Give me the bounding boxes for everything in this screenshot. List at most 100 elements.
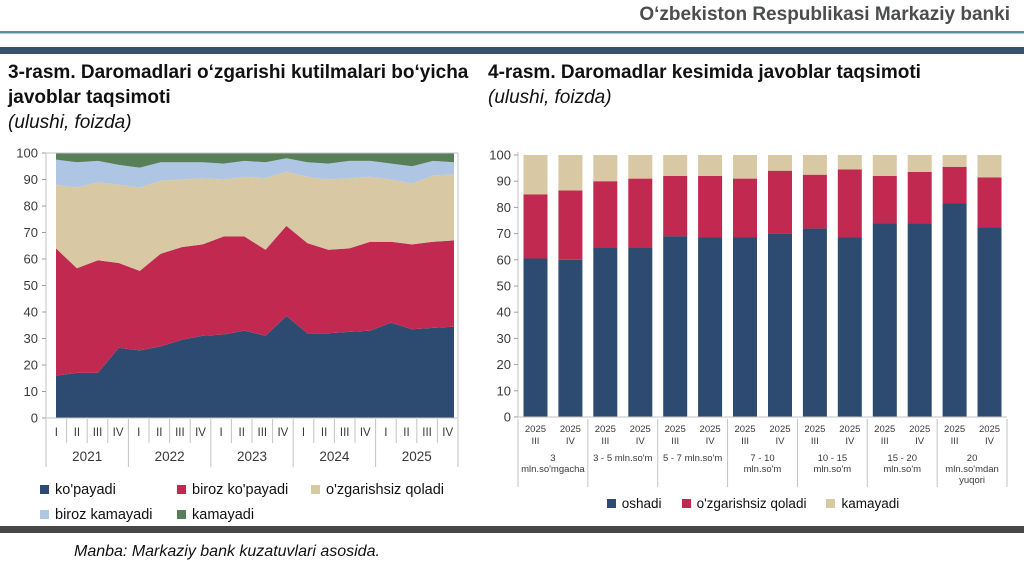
y-tick-label: 30 (497, 331, 511, 346)
left-figure-subtitle: (ulushi, foizda) (8, 112, 132, 133)
bar-segment-oshadi (768, 233, 792, 417)
source-note: Manba: Markaziy bank kuzatuvlari asosida… (74, 543, 380, 560)
bar-tick-label: 2025 (734, 424, 755, 435)
group-label: 15 - 20 (887, 453, 917, 464)
y-tick-label: 50 (497, 279, 511, 294)
bar-segment-o-zgarishsiz-qoladi (977, 177, 1002, 228)
legend-label: biroz ko'payadi (192, 481, 289, 498)
bar-tick-label: III (881, 436, 889, 447)
quarter-label: III (422, 427, 432, 439)
header-navy-rule (0, 47, 1024, 54)
bar-segment-kamayadi (977, 155, 1002, 178)
legend-item: o'zgarishsiz qoladi (311, 482, 444, 498)
bar-segment-oshadi (942, 203, 967, 417)
quarter-label: I (137, 427, 140, 439)
group-label: mln.so'm (813, 464, 851, 475)
quarter-label: II (74, 427, 80, 439)
y-tick-label: 90 (24, 172, 38, 187)
y-tick-label: 80 (497, 200, 511, 215)
left-chart-legend: ko'payadi biroz ko'payadi o'zgarishsiz qol… (40, 477, 480, 527)
left-figure-title: 3-rasm. Daromadlari oʻzgarishi kutilmala… (8, 60, 478, 135)
quarter-label: III (175, 427, 185, 439)
right-figure-subtitle: (ulushi, foizda) (488, 87, 612, 108)
y-tick-label: 60 (24, 252, 38, 267)
legend-item: kamayadi (177, 507, 254, 523)
bar-tick-label: IV (915, 436, 925, 447)
quarter-label: IV (195, 427, 206, 439)
bar-tick-label: III (601, 436, 609, 447)
bar-tick-label: IV (775, 436, 785, 447)
area-series-ko-payadi (56, 316, 454, 418)
legend-item: ko'payadi (40, 482, 177, 498)
bar-segment-o-zgarishsiz-qoladi (698, 176, 723, 238)
y-tick-label: 10 (24, 384, 38, 399)
left-figure-title-text: 3-rasm. Daromadlari oʻzgarishi kutilmala… (8, 62, 469, 108)
bar-tick-label: III (741, 436, 749, 447)
bar-segment-o-zgarishsiz-qoladi (768, 170, 792, 234)
bar-tick-label: IV (845, 436, 855, 447)
year-label: 2023 (237, 449, 267, 464)
bar-segment-o-zgarishsiz-qoladi (802, 174, 827, 229)
quarter-label: I (55, 427, 58, 439)
legend-swatch-icon (826, 499, 836, 508)
year-label: 2024 (319, 449, 350, 464)
quarter-label: IV (442, 427, 453, 439)
quarter-label: II (156, 427, 162, 439)
area-series-biroz-ko-payadi (56, 225, 454, 376)
bar-segment-kamayadi (733, 155, 757, 179)
y-tick-label: 40 (24, 305, 38, 320)
bar-segment-kamayadi (593, 155, 618, 182)
group-label: 3 - 5 mln.so'm (593, 453, 652, 464)
y-tick-label: 100 (16, 146, 38, 161)
bar-segment-o-zgarishsiz-qoladi (907, 172, 932, 224)
bar-segment-oshadi (558, 259, 583, 417)
y-tick-label: 0 (504, 410, 511, 425)
bar-tick-label: 2025 (839, 424, 860, 435)
area-series-biroz-kamayadi (56, 158, 454, 188)
legend-row: ko'payadi biroz ko'payadi o'zgarishsiz qol… (40, 477, 480, 502)
bar-tick-label: III (951, 436, 959, 447)
y-tick-label: 90 (497, 174, 511, 189)
bar-segment-oshadi (977, 227, 1002, 417)
bar-tick-label: 2025 (665, 424, 686, 435)
y-tick-label: 70 (24, 225, 38, 240)
y-tick-label: 0 (31, 411, 38, 426)
quarter-label: II (403, 427, 409, 439)
legend-swatch-icon (311, 485, 320, 494)
y-tick-label: 20 (497, 357, 511, 372)
bar-segment-kamayadi (942, 155, 967, 167)
group-label: mln.so'm (744, 464, 782, 475)
quarter-label: IV (360, 427, 371, 439)
y-tick-label: 60 (497, 252, 511, 267)
legend-label: kamayadi (841, 496, 900, 511)
bar-segment-kamayadi (523, 155, 548, 195)
bar-segment-oshadi (663, 236, 688, 417)
legend-label: oshadi (621, 496, 662, 511)
bar-segment-oshadi (837, 237, 862, 417)
group-label: mln.so'mgacha (521, 464, 585, 475)
bar-tick-label: IV (985, 436, 995, 447)
bar-segment-oshadi (628, 248, 653, 417)
bar-segment-oshadi (907, 223, 932, 417)
bar-tick-label: III (532, 436, 540, 447)
quarter-label: I (384, 427, 387, 439)
bar-segment-kamayadi (628, 155, 653, 179)
bar-tick-label: 2025 (769, 424, 790, 435)
legend-label: biroz kamayadi (55, 506, 153, 523)
area-series-kamayadi (56, 153, 454, 168)
legend-swatch-icon (177, 485, 186, 494)
legend-swatch-icon (177, 510, 186, 519)
quarter-label: III (258, 427, 268, 439)
legend-swatch-icon (681, 499, 691, 508)
right-figure-title: 4-rasm. Daromadlar kesimida javoblar taq… (488, 60, 958, 110)
bar-segment-oshadi (698, 237, 723, 417)
bar-segment-o-zgarishsiz-qoladi (523, 194, 548, 259)
area-series-o-zgarishsiz-qoladi (56, 171, 454, 271)
bar-segment-kamayadi (872, 155, 897, 176)
year-label: 2025 (402, 449, 432, 464)
bar-segment-oshadi (593, 248, 618, 417)
legend-item: kamayadi (826, 496, 899, 511)
bar-segment-oshadi (872, 223, 897, 417)
